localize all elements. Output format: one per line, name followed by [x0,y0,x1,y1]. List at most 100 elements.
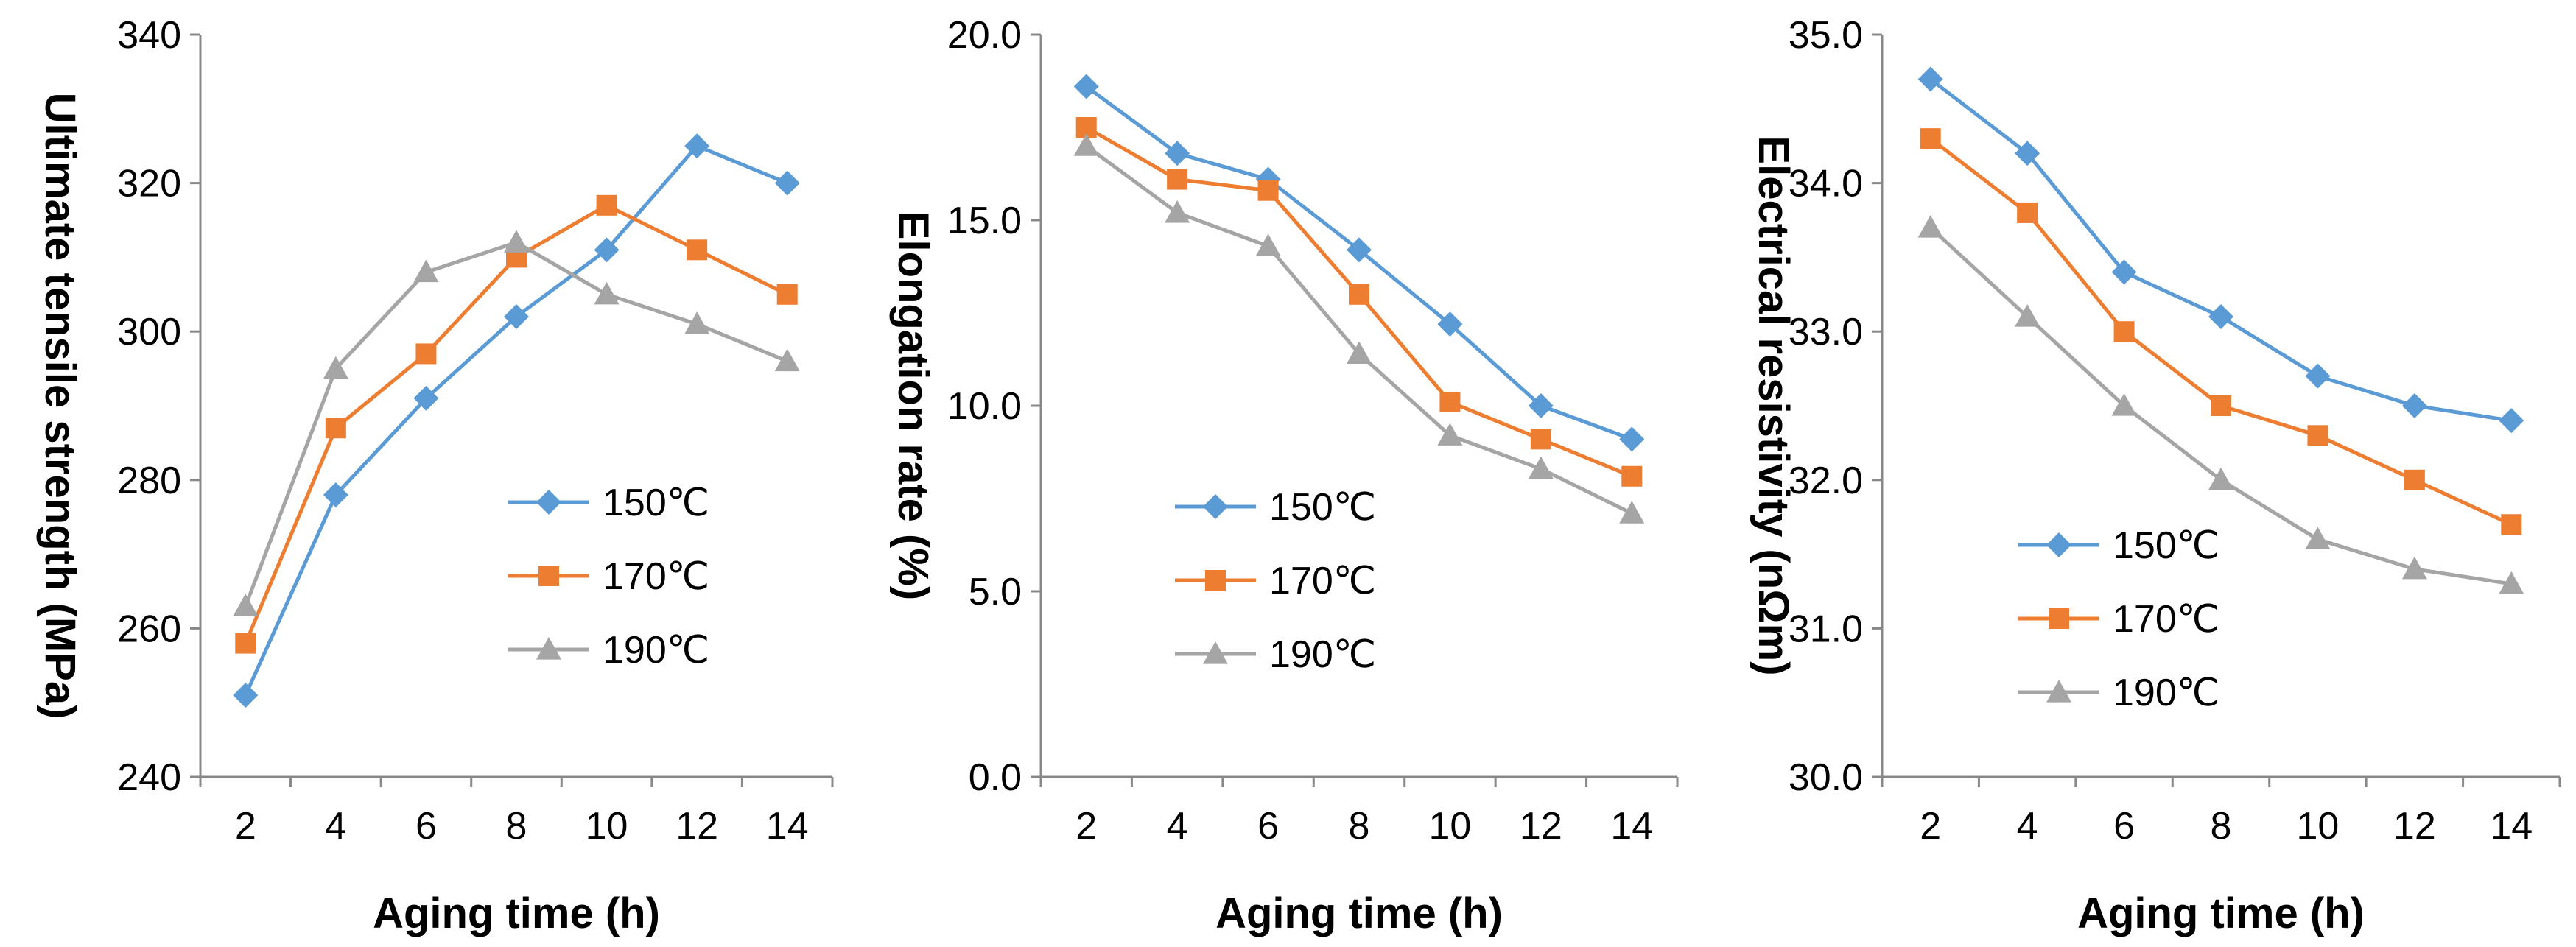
legend: 150℃ 170℃ 190℃ [2018,524,2219,714]
series-square [235,194,798,654]
data-point [594,281,620,305]
data-point [1167,169,1188,190]
x-tick-label: 2 [235,805,256,848]
x-tick-label: 12 [1520,805,1562,848]
y-tick-label: 340 [117,14,181,57]
x-tick-label: 8 [2211,805,2232,848]
series-triangle [1917,215,2524,594]
legend-marker [2046,680,2071,703]
data-point [1437,311,1463,337]
data-point [2111,393,2137,416]
y-tick-label: 30.0 [1789,756,1863,799]
data-point [1619,501,1645,524]
y-tick-label: 20.0 [947,14,1022,57]
data-point [684,311,710,334]
x-tick-label: 8 [506,805,527,848]
legend-label: 150℃ [1269,486,1376,529]
x-tick-label: 12 [2393,805,2436,848]
x-tick-label: 14 [2490,805,2533,848]
x-axis-title: Aging time (h) [1215,890,1503,937]
series-square [1075,117,1643,487]
legend: 150℃ 170℃ 190℃ [1175,486,1376,676]
legend-label: 170℃ [1269,560,1376,602]
data-point [413,259,439,283]
x-tick-label: 2 [1920,805,1941,848]
series-line [1085,85,1633,441]
data-point [2015,141,2040,166]
legend-marker [2046,532,2071,557]
data-point [233,594,259,616]
legend-marker [538,566,559,586]
data-point [2404,469,2425,490]
data-point [2208,304,2233,330]
data-point [1621,465,1643,487]
y-tick-label: 33.0 [1789,311,1863,353]
y-axis-title: Elongation rate (%) [889,211,937,600]
series-triangle [233,230,800,616]
data-point [415,343,437,365]
legend-label: 170℃ [603,555,709,598]
legend-label: 190℃ [2113,672,2219,714]
data-point [1165,141,1190,166]
y-tick-label: 34.0 [1789,163,1863,205]
data-point [1917,215,1943,238]
series-square [1920,128,2522,535]
x-tick-label: 10 [2297,805,2340,848]
legend-label: 150℃ [603,482,709,524]
data-point [684,133,710,159]
data-point [1347,237,1372,263]
y-tick-label: 260 [117,608,181,650]
data-point [1073,74,1099,99]
series-line [1929,77,2512,423]
y-tick-label: 280 [117,460,181,502]
legend-label: 170℃ [2113,598,2219,641]
data-point [2305,363,2331,389]
data-point [2017,202,2038,223]
x-tick-label: 12 [675,805,718,848]
data-point [1347,341,1372,365]
y-axis-title: Electrical resistivity (nΩm) [1749,135,1797,675]
legend-marker [536,490,561,515]
series-diamond [233,133,800,708]
y-tick-label: 32.0 [1789,460,1863,502]
data-point [325,418,346,439]
data-point [2307,425,2328,446]
data-point [596,194,617,216]
y-tick-label: 15.0 [947,200,1022,242]
y-tick-label: 0.0 [969,756,1022,799]
data-point [1257,180,1279,201]
chart-panel-2: 0.0 5.0 10.0 15.0 20.0 2 4 6 8 10 12 14 Aging time (… [889,14,1679,937]
data-point [1619,426,1645,452]
x-tick-label: 6 [415,805,437,848]
series-line [1085,144,1633,515]
data-point [1528,393,1554,418]
legend-marker [2049,608,2069,629]
data-point [2401,393,2427,418]
data-point [504,304,529,330]
data-point [2499,408,2524,434]
data-point [1530,429,1551,450]
legend-marker [1203,494,1228,519]
legend-label: 190℃ [603,629,709,672]
data-point [1255,233,1281,256]
data-point [776,284,798,305]
data-point [1073,133,1099,156]
series-diamond [1073,74,1645,452]
data-point [235,633,256,654]
chart-panel-3: 30.0 31.0 32.0 33.0 34.0 35.0 2 4 6 8 10 12 14 Aging … [1749,14,2561,937]
x-tick-label: 6 [1257,805,1279,848]
y-tick-label: 5.0 [969,571,1022,613]
data-point [323,356,348,379]
legend-marker [536,637,561,660]
y-tick-label: 320 [117,163,181,205]
legend: 150℃ 170℃ 190℃ [508,482,709,672]
data-point [323,482,348,507]
series-diamond [1917,66,2524,434]
data-point [2015,304,2040,327]
data-point [413,385,439,411]
x-tick-label: 4 [1167,805,1188,848]
x-tick-label: 4 [2017,805,2038,848]
x-tick-label: 14 [1610,805,1653,848]
data-point [2113,321,2135,342]
